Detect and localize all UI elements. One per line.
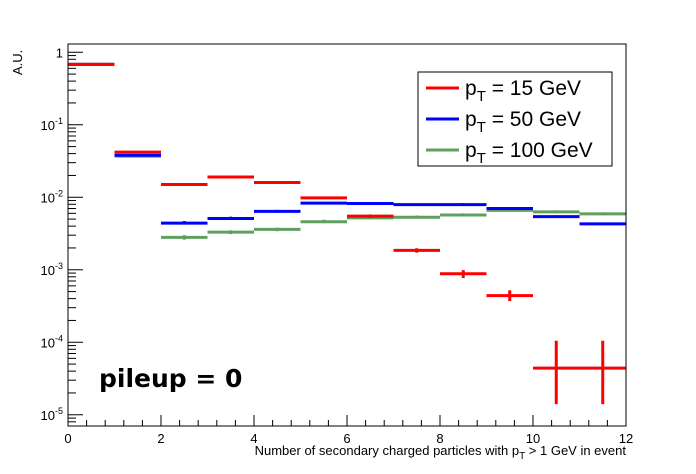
y-tick-label: 10-4 [41,333,63,350]
y-tick-label: 10-1 [41,116,63,133]
y-tick-label: 10-3 [41,261,63,278]
x-tick-label: 8 [436,431,443,446]
pileup-annotation: pileup = 0 [99,364,242,393]
y-tick-label: 10-5 [41,406,63,423]
series-1 [68,62,626,405]
legend-label-50gev: pT = 50 GeV [465,108,581,136]
x-tick-label: 2 [157,431,164,446]
x-tick-label: 6 [343,431,350,446]
y-tick-label: 1 [56,45,63,60]
axis-ticks: 0 2 4 6 8 10 12 10-5 10-4 10-3 10-2 10-1 1 [41,45,634,446]
x-axis-title: Number of secondary charged particles wi… [255,443,627,462]
legend: pT = 15 GeV pT = 50 GeV pT = 100 GeV [417,71,613,167]
plot-frame [67,43,627,427]
series-2 [68,62,626,226]
legend-label-100gev: pT = 100 GeV [465,139,593,167]
x-tick-label: 0 [64,431,71,446]
x-tick-label: 4 [250,431,257,446]
x-tick-label: 10 [526,431,540,446]
y-tick-label: 10-2 [41,188,63,205]
plot-area [68,62,626,405]
x-tick-label: 12 [619,431,633,446]
y-axis-title: A.U. [10,50,25,75]
legend-label-15gev: pT = 15 GeV [465,77,581,105]
